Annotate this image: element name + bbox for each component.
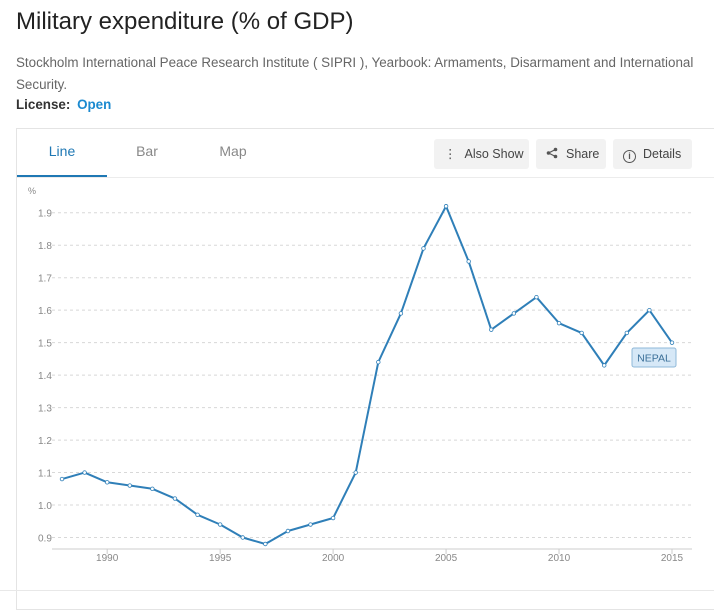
data-point [330, 515, 336, 521]
data-point [263, 541, 268, 547]
x-tick-label: 2005 [435, 553, 458, 564]
data-point [556, 320, 562, 326]
details-button[interactable]: i Details [613, 139, 692, 169]
series-line-nepal [61, 205, 673, 545]
y-tick-label: 0.9 [38, 534, 52, 545]
data-point [150, 486, 155, 491]
data-point [421, 246, 426, 251]
vertical-ellipsis-icon: ⋮ [444, 147, 457, 161]
y-tick-label: 1.0 [38, 501, 52, 512]
data-point [669, 340, 675, 345]
data-point [240, 535, 245, 540]
also-show-label: Also Show [464, 147, 524, 161]
y-tick-label: 1.3 [38, 404, 52, 415]
y-tick-label: 1.4 [38, 371, 52, 382]
data-point [127, 483, 132, 488]
data-point [172, 496, 178, 501]
data-point [466, 259, 471, 264]
x-tick-label: 1990 [96, 553, 119, 564]
tab-map[interactable]: Map [219, 143, 247, 159]
data-point [602, 363, 607, 368]
tab-line[interactable]: Line [17, 129, 107, 177]
y-tick-label: 1.6 [38, 306, 52, 317]
data-point [376, 359, 381, 365]
data-point [353, 470, 358, 475]
panel-bottom-divider [0, 590, 714, 591]
y-tick-label: 1.7 [38, 274, 52, 285]
share-icon [546, 139, 558, 169]
data-point [217, 522, 223, 527]
series-end-label: NEPAL [637, 353, 671, 365]
data-point [511, 311, 517, 316]
data-point [489, 327, 494, 332]
x-tick-label: 1995 [209, 553, 232, 564]
y-tick-label: 1.2 [38, 436, 52, 447]
tab-divider [17, 177, 714, 178]
data-point [82, 470, 87, 475]
data-point [308, 522, 313, 527]
y-tick-label: 1.5 [38, 339, 52, 350]
y-tick-label: 1.9 [38, 209, 52, 220]
share-label: Share [566, 147, 600, 161]
license-label: License: [16, 97, 71, 112]
x-tick-label: 2015 [661, 553, 684, 564]
data-point [534, 294, 539, 300]
y-tick-label: 1.8 [38, 241, 52, 252]
y-axis-label: % [28, 186, 36, 196]
details-label: Details [643, 147, 682, 161]
data-point [624, 330, 630, 336]
x-tick-label: 2000 [322, 553, 345, 564]
page-title: Military expenditure (% of GDP) [16, 8, 354, 35]
x-tick-label: 2010 [548, 553, 571, 564]
data-point [104, 480, 110, 485]
info-icon: i [623, 150, 636, 163]
license-link[interactable]: Open [77, 97, 112, 112]
data-point [59, 476, 65, 482]
data-point [285, 528, 291, 534]
chart-panel: Line Bar Map ⋮ Also Show Share i Details [16, 128, 714, 610]
data-point [579, 330, 584, 336]
license-row: License: Open [16, 97, 111, 112]
data-point [195, 512, 200, 517]
line-chart: 0.9 1.0 1.1 1.2 1.3 1.4 1.5 1.6 1.7 1.8 1.9% 1990 19… [28, 186, 692, 564]
y-tick-label: 1.1 [38, 469, 52, 480]
data-point [647, 307, 652, 313]
share-button[interactable]: Share [536, 139, 606, 169]
data-point [443, 204, 449, 209]
also-show-button[interactable]: ⋮ Also Show [434, 139, 529, 169]
data-point [398, 311, 404, 316]
tab-bar[interactable]: Bar [136, 143, 158, 159]
source-text: Stockholm International Peace Research I… [16, 55, 694, 92]
series-end-label-box [631, 347, 677, 368]
